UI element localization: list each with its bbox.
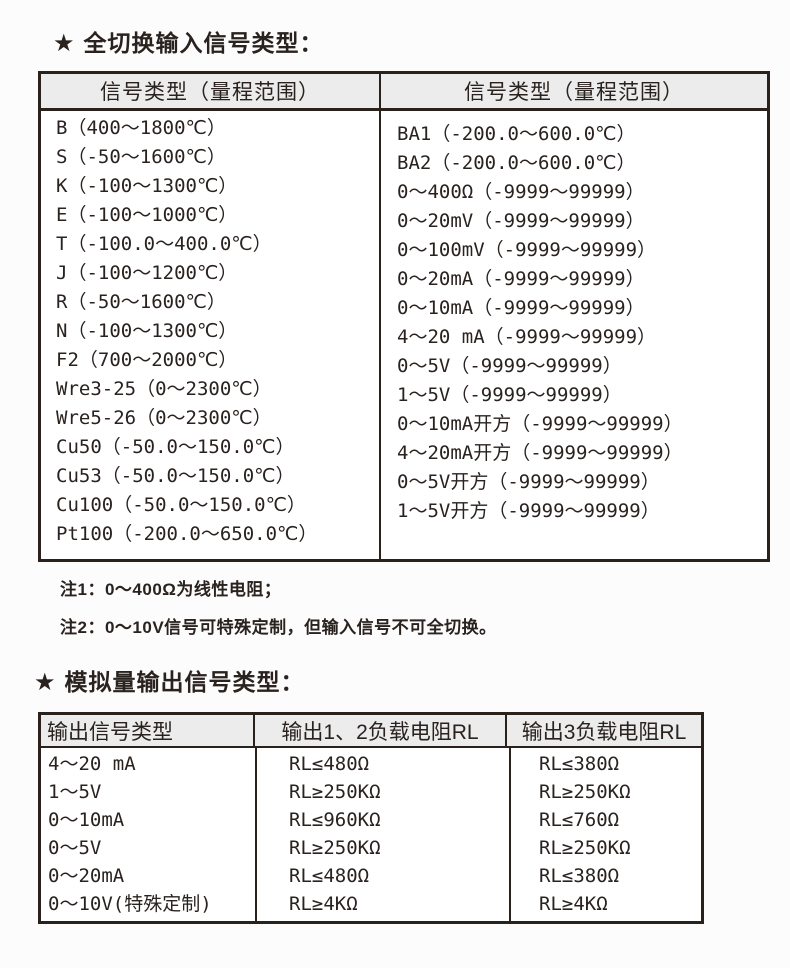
- output-type-cell: 0～10V(特殊定制): [48, 893, 212, 915]
- signal-item: 4～20mA开方（-9999～99999）: [397, 442, 683, 464]
- signal-item: K（-100～1300℃）: [56, 175, 238, 197]
- signal-item: Cu100（-50.0～150.0℃）: [56, 494, 306, 516]
- output-type-cell: 0～10mA: [48, 809, 125, 831]
- input-table-header-row: 信号类型（量程范围） 信号类型（量程范围）: [41, 74, 767, 111]
- signal-item: 0～400Ω（-9999～99999）: [397, 181, 645, 203]
- output-signal-table: 输出信号类型 输出1、2负载电阻RL 输出3负载电阻RL 4～20 mA RL≤…: [38, 712, 704, 924]
- load-resistance-3-cell: RL≤380Ω: [539, 865, 620, 887]
- signal-item: 0～5V开方（-9999～99999）: [397, 471, 660, 493]
- signal-item: Pt100（-200.0～650.0℃）: [56, 523, 318, 545]
- input-table-body: B（400～1800℃） S（-50～1600℃） K（-100～1300℃） …: [41, 111, 767, 559]
- input-table-left-column: B（400～1800℃） S（-50～1600℃） K（-100～1300℃） …: [41, 111, 381, 559]
- signal-item: Cu53（-50.0～150.0℃）: [56, 465, 295, 487]
- table-row: 4～20 mA RL≤480Ω RL≤380Ω: [41, 750, 701, 778]
- output-type-cell: 4～20 mA: [48, 753, 136, 775]
- input-table-header-right: 信号类型（量程范围）: [464, 81, 684, 104]
- signal-item: 0～20mA（-9999～99999）: [397, 268, 645, 290]
- output-table-header-rl3: 输出3负载电阻RL: [521, 720, 687, 744]
- output-table-body: 4～20 mA RL≤480Ω RL≤380Ω 1～5V RL≥250KΩ RL…: [41, 748, 701, 921]
- signal-item: 1～5V（-9999～99999）: [397, 384, 622, 406]
- signal-item: J（-100～1200℃）: [56, 262, 238, 284]
- signal-item: Wre3-25（0～2300℃）: [56, 378, 272, 400]
- signal-item: T（-100.0～400.0℃）: [56, 233, 272, 255]
- star-icon: ★: [34, 669, 57, 696]
- note-1: 注1：0～400Ω为线性电阻；: [60, 580, 282, 599]
- signal-item: S（-50～1600℃）: [56, 146, 226, 168]
- load-resistance-3-cell: RL≥250KΩ: [539, 781, 631, 803]
- table-row: 1～5V RL≥250KΩ RL≥250KΩ: [41, 778, 701, 806]
- load-resistance-12-cell: RL≤480Ω: [289, 753, 370, 775]
- load-resistance-3-cell: RL≥250KΩ: [539, 837, 631, 859]
- output-table-header-type: 输出信号类型: [41, 715, 255, 746]
- signal-item: Cu50（-50.0～150.0℃）: [56, 436, 295, 458]
- column-divider: [255, 748, 257, 921]
- output-table-header-row: 输出信号类型 输出1、2负载电阻RL 输出3负载电阻RL: [41, 715, 701, 748]
- signal-item: 4～20 mA（-9999～99999）: [397, 326, 657, 348]
- output-type-cell: 0～20mA: [48, 865, 125, 887]
- signal-item: BA2（-200.0～600.0℃）: [397, 152, 636, 174]
- output-signal-section-title: ★ 模拟量输出信号类型：: [34, 663, 305, 697]
- signal-item: Wre5-26（0～2300℃）: [56, 407, 272, 429]
- table-row: 0～20mA RL≤480Ω RL≤380Ω: [41, 862, 701, 890]
- input-signal-section-title: ★ 全切换输入信号类型：: [53, 24, 324, 58]
- output-table-header-rl12: 输出1、2负载电阻RL: [255, 715, 507, 746]
- input-signal-table: 信号类型（量程范围） 信号类型（量程范围） B（400～1800℃） S（-50…: [38, 71, 770, 562]
- signal-item: 0～20mV（-9999～99999）: [397, 210, 645, 232]
- signal-item: B（400～1800℃）: [56, 117, 226, 139]
- output-type-cell: 1～5V: [48, 781, 102, 803]
- load-resistance-12-cell: RL≤480Ω: [289, 865, 370, 887]
- signal-item: 0～10mA开方（-9999～99999）: [397, 413, 683, 435]
- input-table-right-column: BA1（-200.0～600.0℃） BA2（-200.0～600.0℃） 0～…: [381, 111, 767, 559]
- input-signal-title-text: 全切换输入信号类型：: [83, 30, 324, 56]
- signal-item: R（-50～1600℃）: [56, 291, 226, 313]
- note-2: 注2：0～10V信号可特殊定制，但输入信号不可全切换。: [60, 618, 497, 637]
- load-resistance-3-cell: RL≥4KΩ: [539, 893, 608, 915]
- output-signal-title-text: 模拟量输出信号类型：: [64, 669, 305, 695]
- load-resistance-3-cell: RL≤380Ω: [539, 753, 620, 775]
- signal-item: 0～10mA（-9999～99999）: [397, 297, 645, 319]
- signal-item: 0～5V（-9999～99999）: [397, 355, 622, 377]
- signal-item: BA1（-200.0～600.0℃）: [397, 123, 636, 145]
- signal-item: E（-100～1000℃）: [56, 204, 238, 226]
- load-resistance-12-cell: RL≥4KΩ: [289, 893, 358, 915]
- table-row: 0～5V RL≥250KΩ RL≥250KΩ: [41, 834, 701, 862]
- signal-item: 1～5V开方（-9999～99999）: [397, 500, 660, 522]
- load-resistance-12-cell: RL≤960KΩ: [289, 809, 381, 831]
- load-resistance-3-cell: RL≤760Ω: [539, 809, 620, 831]
- signal-item: 0～100mV（-9999～99999）: [397, 239, 657, 261]
- table-row: 0～10V(特殊定制) RL≥4KΩ RL≥4KΩ: [41, 890, 701, 918]
- table-row: 0～10mA RL≤960KΩ RL≤760Ω: [41, 806, 701, 834]
- star-icon: ★: [53, 30, 76, 57]
- input-table-header-left: 信号类型（量程范围）: [41, 74, 381, 108]
- signal-item: F2（700～2000℃）: [56, 349, 238, 371]
- load-resistance-12-cell: RL≥250KΩ: [289, 837, 381, 859]
- load-resistance-12-cell: RL≥250KΩ: [289, 781, 381, 803]
- column-divider: [509, 748, 511, 921]
- signal-item: N（-100～1300℃）: [56, 320, 238, 342]
- output-type-cell: 0～5V: [48, 837, 102, 859]
